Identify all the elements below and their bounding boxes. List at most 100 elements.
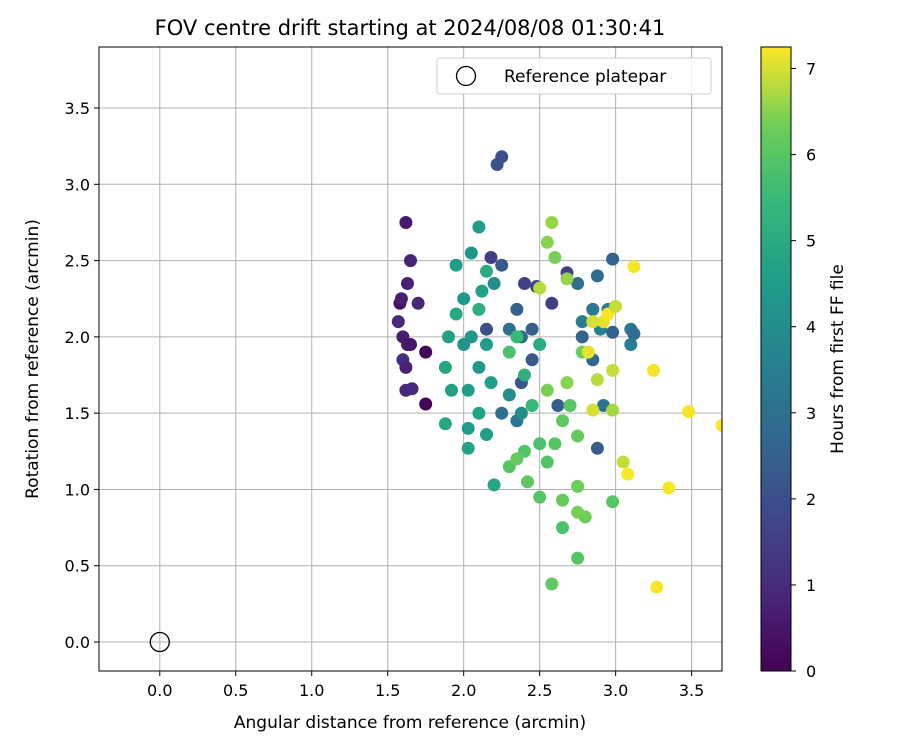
data-point <box>606 363 620 377</box>
data-point <box>556 521 569 535</box>
data-point <box>495 406 509 420</box>
data-point <box>571 505 585 519</box>
data-point <box>540 383 554 397</box>
data-point <box>624 338 638 351</box>
data-point <box>581 345 595 359</box>
data-point <box>449 258 463 272</box>
colorbar-tick-label: 1 <box>806 576 816 595</box>
data-point <box>510 302 524 316</box>
data-point <box>533 490 547 504</box>
data-point <box>510 452 524 466</box>
data-point <box>419 397 433 411</box>
data-point <box>484 251 498 264</box>
data-point <box>480 338 493 351</box>
data-point <box>571 479 585 493</box>
data-point <box>533 437 547 451</box>
data-point <box>480 322 493 336</box>
data-point <box>399 216 413 229</box>
data-point <box>487 277 501 290</box>
colorbar-tick-label: 3 <box>806 404 816 423</box>
legend-marker-reference <box>455 65 477 87</box>
data-point <box>475 284 489 298</box>
y-tick-label: 1.0 <box>65 480 90 499</box>
data-point <box>647 363 661 377</box>
y-tick-label: 2.0 <box>65 328 90 347</box>
data-point <box>472 360 486 374</box>
data-point <box>551 399 565 412</box>
data-point <box>662 481 676 495</box>
x-axis-label: Angular distance from reference (arcmin) <box>234 713 586 733</box>
data-point <box>590 441 604 455</box>
data-point <box>682 405 696 419</box>
data-point <box>650 580 664 594</box>
colorbar-tick-label: 0 <box>806 662 816 681</box>
x-tick-label: 0.5 <box>223 681 248 700</box>
data-point <box>442 330 455 344</box>
data-point <box>556 493 569 507</box>
data-point <box>445 383 458 397</box>
data-point <box>627 260 641 274</box>
colorbar-label: Hours from first FF file <box>828 264 848 454</box>
data-point <box>461 441 475 455</box>
colorbar-tick-label: 5 <box>806 232 816 251</box>
data-point <box>480 428 493 441</box>
data-point <box>394 292 408 306</box>
data-point <box>525 322 539 336</box>
legend-box <box>436 57 712 95</box>
data-point <box>404 338 417 351</box>
x-tick-label: 2.5 <box>527 681 552 700</box>
data-point <box>606 495 620 509</box>
data-point <box>449 307 463 321</box>
data-point <box>521 475 534 489</box>
data-point <box>502 388 516 402</box>
data-point <box>606 252 620 266</box>
data-point <box>457 338 471 351</box>
colorbar: 0 1 2 3 4 5 6 7 Hours from first FF file <box>760 46 848 681</box>
colorbar-ticks: 0 1 2 3 4 5 6 7 <box>791 60 816 681</box>
data-point <box>586 403 600 417</box>
x-tick-label: 1.5 <box>375 681 400 700</box>
data-point <box>391 315 405 329</box>
data-point <box>540 235 554 249</box>
data-point <box>548 251 562 264</box>
y-tick-label: 1.5 <box>65 404 90 423</box>
y-axis-label: Rotation from reference (arcmin) <box>23 219 43 499</box>
data-point <box>401 277 414 290</box>
data-point <box>480 264 493 278</box>
data-point <box>472 220 486 234</box>
data-point <box>540 455 554 469</box>
colorbar-gradient <box>760 46 792 672</box>
data-point <box>404 254 417 268</box>
data-point <box>502 345 516 359</box>
data-point <box>575 330 589 344</box>
data-point <box>590 373 604 387</box>
chart-title: FOV centre drift starting at 2024/08/08 … <box>155 16 666 40</box>
x-tick-label: 0.0 <box>147 681 172 700</box>
colorbar-tick-label: 6 <box>806 146 816 165</box>
colorbar-tick-label: 2 <box>806 490 816 509</box>
data-point <box>586 302 600 316</box>
data-point <box>487 478 501 492</box>
y-tick-label: 0.0 <box>65 633 90 652</box>
data-point <box>518 277 531 290</box>
data-point <box>606 403 620 417</box>
data-point <box>405 382 419 396</box>
plot-frame <box>98 46 723 672</box>
data-point <box>399 360 413 374</box>
data-point <box>525 353 539 367</box>
data-point <box>472 406 486 420</box>
data-point <box>461 421 475 435</box>
reference-platepar-marker <box>149 631 170 653</box>
data-point <box>545 577 559 591</box>
data-point <box>627 327 641 341</box>
data-point <box>490 158 504 171</box>
data-point <box>518 368 531 382</box>
data-point <box>545 296 559 310</box>
data-point <box>563 399 577 412</box>
data-point <box>533 338 547 351</box>
data-point <box>472 302 486 316</box>
colorbar-tick-label: 7 <box>806 60 816 79</box>
reference-marker-layer <box>149 631 170 653</box>
data-point <box>586 315 600 329</box>
